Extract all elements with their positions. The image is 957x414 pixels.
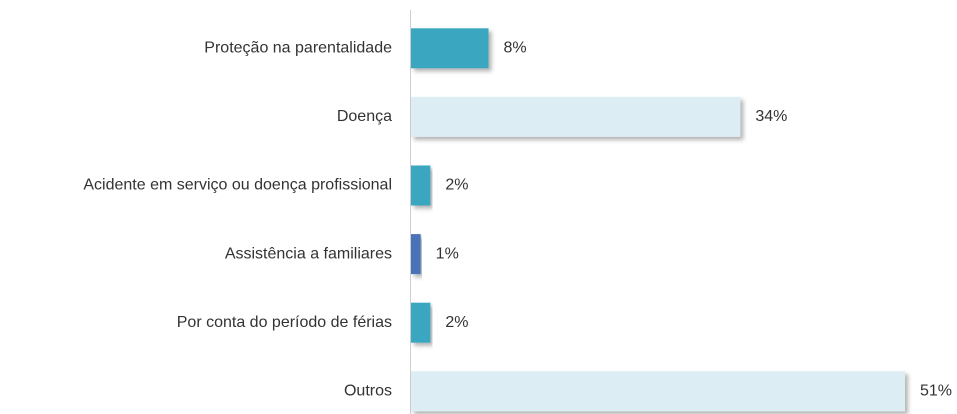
bar [411,28,489,69]
category-label: Doença [337,108,392,125]
bar [411,234,421,275]
value-label: 1% [436,245,459,262]
bar [411,302,431,343]
category-label: Assistência a familiares [225,245,392,262]
value-label: 34% [755,108,787,125]
value-label: 51% [920,383,952,400]
value-label: 2% [445,314,468,331]
value-label: 8% [503,40,526,57]
value-label: 2% [445,177,468,194]
category-label: Acidente em serviço ou doença profission… [83,177,392,194]
bar [411,165,431,206]
category-label: Outros [344,383,392,400]
bar [411,371,905,412]
category-label: Por conta do período de férias [177,314,392,331]
category-label: Proteção na parentalidade [204,40,392,57]
bar [411,96,741,137]
